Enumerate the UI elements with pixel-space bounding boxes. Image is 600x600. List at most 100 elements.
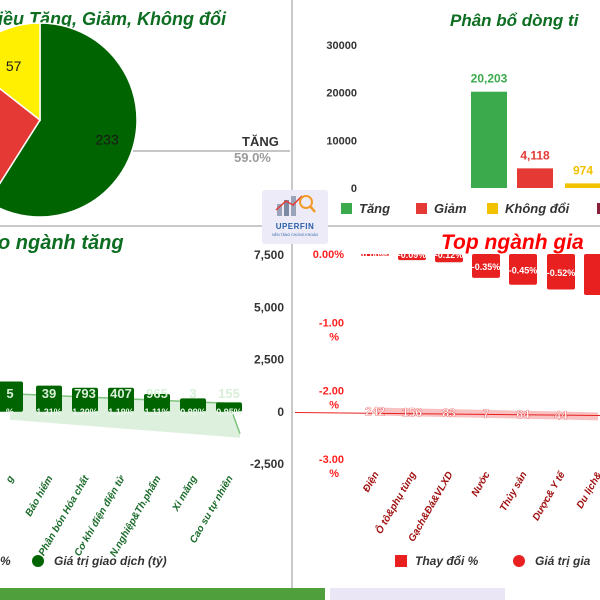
up-bar-1 xyxy=(36,385,62,412)
pie-slice-0 xyxy=(0,22,138,218)
sector-down-title: Top ngành gia xyxy=(441,231,584,254)
down-category-label: Du lịch& xyxy=(575,470,600,511)
down-legend-label-change: Thay đổi % xyxy=(415,554,479,568)
up-legend-dot xyxy=(32,555,44,567)
flow-bar-value-label: 974 xyxy=(573,163,593,177)
sector-down-chart: 0.00% -1.00% -2.00% -3.00% 0.00% -0.09% -0.12%… xyxy=(295,249,600,568)
vertical-divider xyxy=(291,0,293,588)
up-ytick-label: -2,500 xyxy=(250,457,284,471)
flow-legend-label: Tăng xyxy=(359,201,390,216)
down-category-label: Dược& Y tế xyxy=(530,468,568,523)
top-sector-down-panel: Top ngành gia 0.00% -1.00% -2.00% -3.00% 0.0… xyxy=(295,228,600,588)
flow-legend-swatch-0 xyxy=(341,203,352,214)
up-ytick-label: 7,500 xyxy=(254,248,284,262)
logo-subtext: NỀN TẢNG CHỨNG KHOÁN xyxy=(272,233,318,237)
down-trade-value-label: 83 xyxy=(442,406,456,420)
down-bar-change-label: -0.35% xyxy=(472,262,501,272)
up-bar-change-label: % xyxy=(6,407,14,417)
down-ytick-unit: % xyxy=(329,400,339,412)
down-trade-value-label: 242 xyxy=(365,405,385,419)
up-bar-change-label: 1.11% xyxy=(144,407,169,417)
callout-percent: 59.0% xyxy=(234,150,271,165)
breadth-pie-panel: iều Tăng, Giảm, Không đổi 233 57 TĂNG 59.… xyxy=(0,0,290,225)
down-trade-band xyxy=(375,407,598,424)
down-trade-value-label: 44 xyxy=(554,409,568,423)
up-bar-3 xyxy=(108,387,134,412)
uperfin-logo: UPERFIN NỀN TẢNG CHỨNG KHOÁN xyxy=(262,190,328,244)
sector-up-title: o ngành tăng xyxy=(0,232,124,254)
down-bar-3 xyxy=(472,254,500,278)
flow-bar-0 xyxy=(471,91,507,188)
flow-ytick-label: 20000 xyxy=(326,88,357,100)
down-trade-value-label: 64 xyxy=(516,408,530,422)
up-bar-value-label: 793 xyxy=(74,386,96,401)
down-trade-value-label: 7 xyxy=(483,407,490,421)
pie-label-khongdoi: 57 xyxy=(6,58,22,74)
down-bar-change-label: 0.00% xyxy=(362,250,388,260)
down-bar-5 xyxy=(547,254,575,290)
money-flow-panel: Phân bổ dòng ti 0 10000 20000 30000 20,203 4,… xyxy=(295,0,600,225)
sector-up-chart: 7,500 5,000 2,500 0 -2,500 5% g 39 1.21% Bảo hiểm… xyxy=(0,248,284,568)
pie-label-tang: 233 xyxy=(95,131,119,147)
down-ytick-unit: % xyxy=(329,468,339,480)
down-bar-6 xyxy=(584,254,600,295)
up-ytick-label: 5,000 xyxy=(254,300,284,314)
down-bar-1 xyxy=(398,254,426,261)
up-bar-change-label: 0.99% xyxy=(180,407,206,417)
flow-legend-swatch-1 xyxy=(416,203,427,214)
up-ytick-label: 0 xyxy=(277,405,284,419)
up-bar-0 xyxy=(0,381,23,412)
down-bar-0 xyxy=(361,254,389,256)
top-sector-up-panel: o ngành tăng 7,500 5,000 2,500 0 -2,500 5% g 39… xyxy=(0,228,290,588)
down-category-label: Thủy sản xyxy=(498,470,529,514)
up-bar-value-label: 39 xyxy=(42,386,56,401)
money-flow-chart: 0 10000 20000 30000 20,203 4,118 974 Tăng Giảm Kh… xyxy=(326,40,600,216)
down-ytick-label: -1.00 xyxy=(319,317,344,329)
up-bar-value-label: 3 xyxy=(189,386,196,401)
flow-legend-swatch-2 xyxy=(487,203,498,214)
down-bar-change-label: -0.45% xyxy=(509,265,538,275)
flow-ytick-label: 10000 xyxy=(326,135,357,147)
up-bar-change-label: 1.19% xyxy=(108,407,134,417)
flow-bar-value-label: 4,118 xyxy=(520,148,550,162)
up-bar-value-label: 407 xyxy=(110,386,132,401)
up-legend-label-change: % xyxy=(0,554,11,568)
up-bar-2 xyxy=(72,387,98,412)
up-category-label: g xyxy=(4,474,17,486)
down-bar-change-label: -0.09% xyxy=(398,250,427,260)
down-trade-value-label: 156 xyxy=(402,405,422,419)
up-bar-value-label: 155 xyxy=(218,386,240,401)
up-bar-change-label: 0.95% xyxy=(216,407,242,417)
up-bar-value-label: 965 xyxy=(146,386,168,401)
up-ytick-label: 2,500 xyxy=(254,353,284,367)
down-ytick-label: -3.00 xyxy=(319,454,344,466)
pie-slice-2 xyxy=(0,22,41,122)
up-bar-change-label: 1.20% xyxy=(72,407,98,417)
down-ytick-label: 0.00% xyxy=(313,249,344,261)
flow-bar-2 xyxy=(565,183,600,188)
flow-legend-label: Giảm xyxy=(434,201,467,216)
down-bar-4 xyxy=(509,254,537,285)
down-bar-change-label: -0.12% xyxy=(435,250,464,260)
down-legend-label-value: Giá trị gia xyxy=(535,554,591,568)
up-category-label: Bảo hiểm xyxy=(23,473,56,518)
bottom-green-strip xyxy=(0,588,325,600)
money-flow-title: Phân bổ dòng ti xyxy=(450,11,579,30)
logo-text: UPERFIN xyxy=(275,222,315,231)
callout-label: TĂNG xyxy=(242,134,279,149)
flow-legend-swatch-3 xyxy=(597,203,600,214)
up-legend-label-value: Giá trị giao dịch (tỷ) xyxy=(54,554,167,568)
flow-bar-value-label: 20,203 xyxy=(471,72,508,86)
down-ytick-unit: % xyxy=(329,331,339,343)
down-legend-swatch xyxy=(395,555,407,567)
down-legend-dot xyxy=(513,555,525,567)
flow-bar-1 xyxy=(517,168,553,188)
up-bar-change-label: 1.21% xyxy=(36,407,62,417)
up-bar-4 xyxy=(144,393,170,412)
down-category-label: Điện xyxy=(361,470,381,494)
bottom-lavender-strip xyxy=(330,588,505,600)
up-bar-value-label: 5 xyxy=(6,386,13,401)
down-category-label: Nước xyxy=(470,470,493,499)
breadth-pie-chart: 233 57 xyxy=(0,22,290,218)
flow-legend-label: Không đổi xyxy=(505,201,570,216)
